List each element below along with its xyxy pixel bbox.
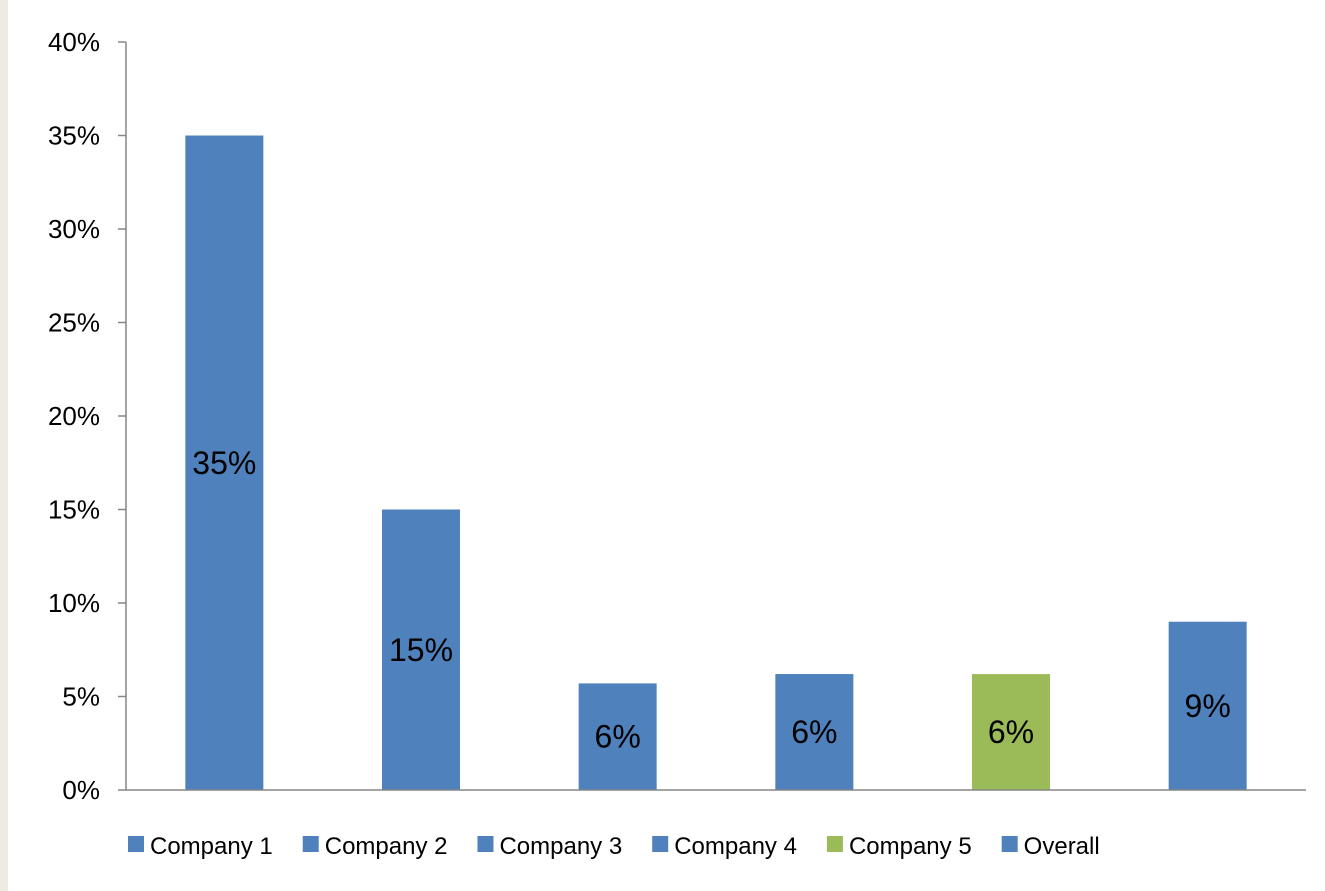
legend-label: Company 2 [325, 833, 448, 860]
chart-area: 0% 5% 10% 15% 20% 25% 30% 35% 40% 35% 15% 6% 6% 6% 9%… [8, 0, 1325, 891]
legend-item: Company 1 [128, 833, 273, 860]
bar-chart: 0% 5% 10% 15% 20% 25% 30% 35% 40% 35% 15% 6% 6% 6% 9%… [48, 27, 1306, 860]
y-tick-label: 40% [48, 27, 100, 57]
legend-item: Company 3 [477, 833, 622, 860]
bar-2 [382, 509, 460, 790]
legend-label: Company 1 [150, 833, 273, 860]
y-tick-label: 30% [48, 214, 100, 244]
legend-swatch [477, 836, 494, 852]
legend-swatch [652, 836, 669, 852]
legend-swatch [302, 836, 319, 852]
legend-label: Company 5 [849, 833, 972, 860]
y-axis: 0% 5% 10% 15% 20% 25% 30% 35% 40% [48, 27, 127, 805]
legend: Company 1 Company 2 Company 3 Company 4 Comp… [128, 833, 1100, 860]
legend-label: Company 3 [499, 833, 622, 860]
legend-swatch [1001, 836, 1018, 852]
y-tick-label: 35% [48, 121, 100, 151]
data-labels: 35% 15% 6% 6% 6% 9% [192, 445, 1230, 755]
bar-6 [1168, 621, 1247, 790]
bar-5 [972, 674, 1050, 790]
legend-swatch [826, 836, 843, 852]
data-label: 6% [988, 714, 1034, 750]
data-label: 6% [595, 719, 641, 755]
y-tick-label: 15% [48, 495, 100, 525]
bars [185, 135, 1247, 790]
data-label: 9% [1185, 688, 1231, 724]
legend-item: Company 5 [826, 833, 972, 860]
data-label: 6% [791, 714, 837, 750]
y-tick-label: 25% [48, 308, 100, 338]
legend-item: Company 4 [652, 833, 797, 860]
y-tick-label: 10% [48, 588, 100, 618]
legend-label: Overall [1024, 833, 1100, 860]
legend-swatch [128, 836, 144, 852]
bar-1 [185, 135, 264, 790]
legend-item: Overall [1001, 833, 1100, 860]
legend-item: Company 2 [302, 833, 448, 860]
legend-label: Company 4 [674, 833, 797, 860]
data-label: 15% [389, 632, 453, 668]
data-label: 35% [192, 445, 256, 481]
bar-3 [578, 683, 657, 790]
y-tick-label: 0% [62, 775, 100, 805]
y-tick-label: 5% [62, 682, 100, 712]
y-tick-label: 20% [48, 401, 100, 431]
bar-4 [775, 674, 854, 790]
